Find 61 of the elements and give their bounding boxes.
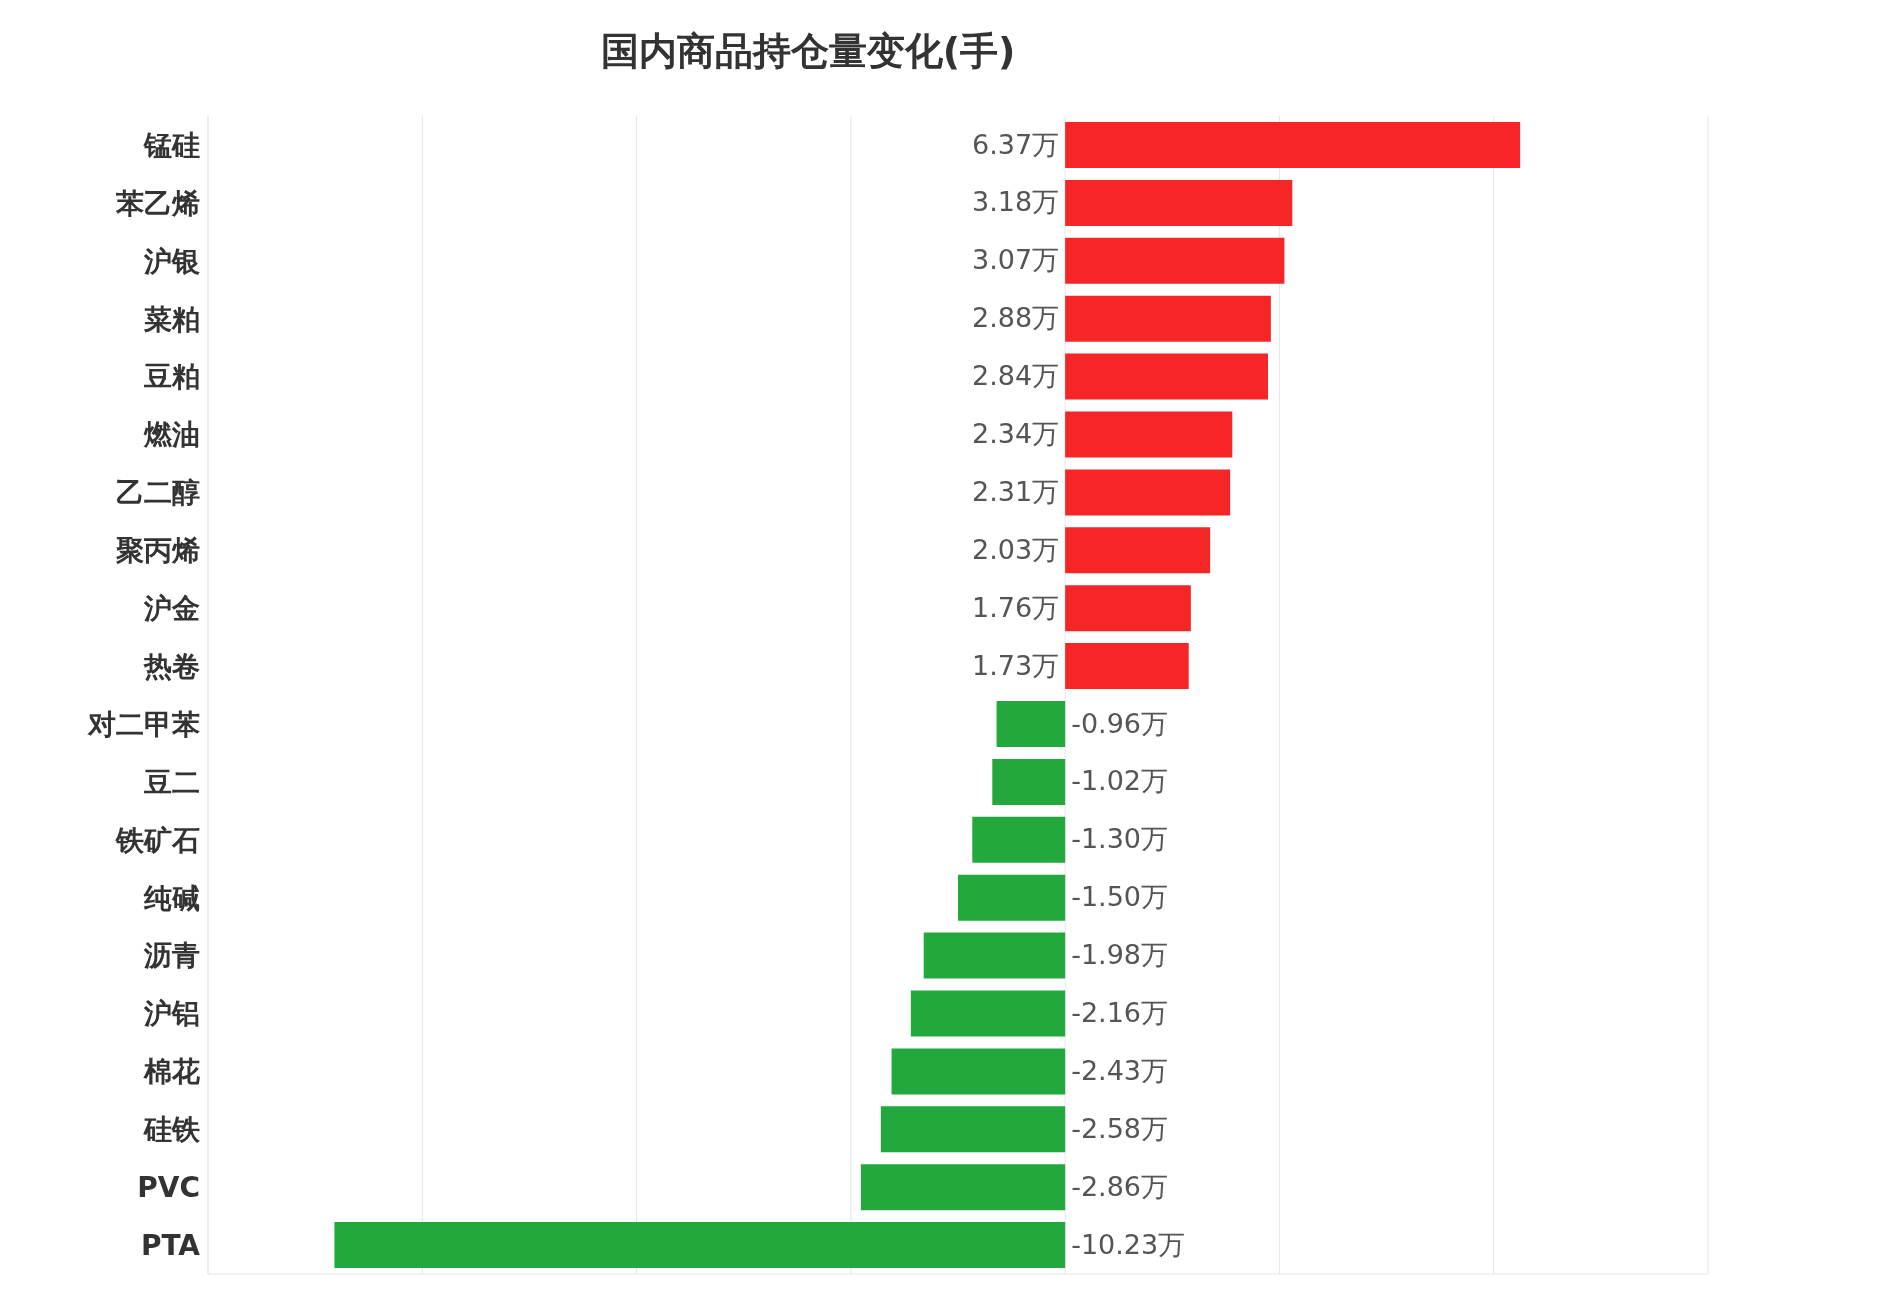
bar (1065, 179, 1293, 226)
y-tick-label: 沪铝 (143, 997, 200, 1031)
data-label: -2.43万 (1071, 1054, 1169, 1086)
bar (992, 758, 1066, 805)
bar (1065, 527, 1211, 574)
y-tick-label: 燃油 (143, 418, 200, 452)
bar (1065, 353, 1268, 400)
bar (334, 1222, 1066, 1269)
data-label: -1.02万 (1071, 765, 1169, 797)
bar (891, 1048, 1066, 1095)
data-label: 3.18万 (972, 186, 1060, 218)
data-label: 2.03万 (972, 533, 1060, 565)
bar (1065, 295, 1271, 342)
data-label: 2.84万 (972, 360, 1060, 392)
bar (880, 1106, 1066, 1153)
data-label: 2.88万 (972, 302, 1060, 334)
bar (1065, 643, 1189, 690)
y-tick-label: PVC (137, 1171, 200, 1205)
data-label: -10.23万 (1071, 1228, 1186, 1260)
bar (1065, 585, 1191, 632)
bar (1065, 237, 1285, 284)
data-label: 3.07万 (972, 244, 1060, 276)
y-tick-label: PTA (140, 1228, 201, 1262)
data-label: -1.98万 (1071, 939, 1169, 971)
data-label: 1.73万 (972, 649, 1060, 681)
y-tick-label: 硅铁 (143, 1113, 201, 1147)
bar (972, 816, 1066, 863)
y-tick-label: 对二甲苯 (87, 707, 200, 741)
y-tick-label: 豆二 (143, 765, 200, 799)
y-tick-label: 沪银 (143, 244, 200, 278)
data-label: -2.58万 (1071, 1112, 1169, 1144)
y-tick-label: 棉花 (143, 1055, 200, 1089)
bar (958, 874, 1066, 921)
y-tick-label: 沪金 (143, 592, 200, 626)
bar (996, 701, 1066, 747)
bar (1065, 411, 1233, 458)
y-tick-label: 热卷 (143, 649, 200, 683)
y-tick-label: 乙二醇 (116, 476, 200, 510)
y-tick-label: 锰硅 (143, 128, 200, 162)
y-tick-label: 纯碱 (143, 881, 200, 915)
chart-title: 国内商品持仓量变化(手) (599, 28, 1017, 75)
y-tick-label: 沥青 (143, 939, 200, 973)
y-tick-label: 豆粕 (143, 360, 200, 394)
bar (860, 1164, 1066, 1211)
data-label: -0.96万 (1071, 707, 1169, 739)
y-tick-label: 聚丙烯 (115, 534, 200, 568)
data-label: -1.50万 (1071, 881, 1169, 913)
y-tick-label: 菜粕 (143, 302, 200, 336)
data-label: 2.34万 (972, 418, 1060, 449)
data-label: -1.30万 (1071, 823, 1169, 855)
data-label: 2.31万 (972, 475, 1060, 507)
data-label: 1.76万 (972, 591, 1060, 623)
data-label: -2.86万 (1071, 1170, 1169, 1202)
bar (910, 990, 1066, 1037)
y-tick-label: 铁矿石 (115, 823, 200, 857)
bar (1065, 122, 1521, 168)
data-label: 6.37万 (972, 128, 1060, 160)
bar (923, 932, 1066, 979)
data-label: -2.16万 (1071, 997, 1169, 1028)
y-tick-label: 苯乙烯 (115, 186, 200, 220)
bar (1065, 469, 1231, 516)
